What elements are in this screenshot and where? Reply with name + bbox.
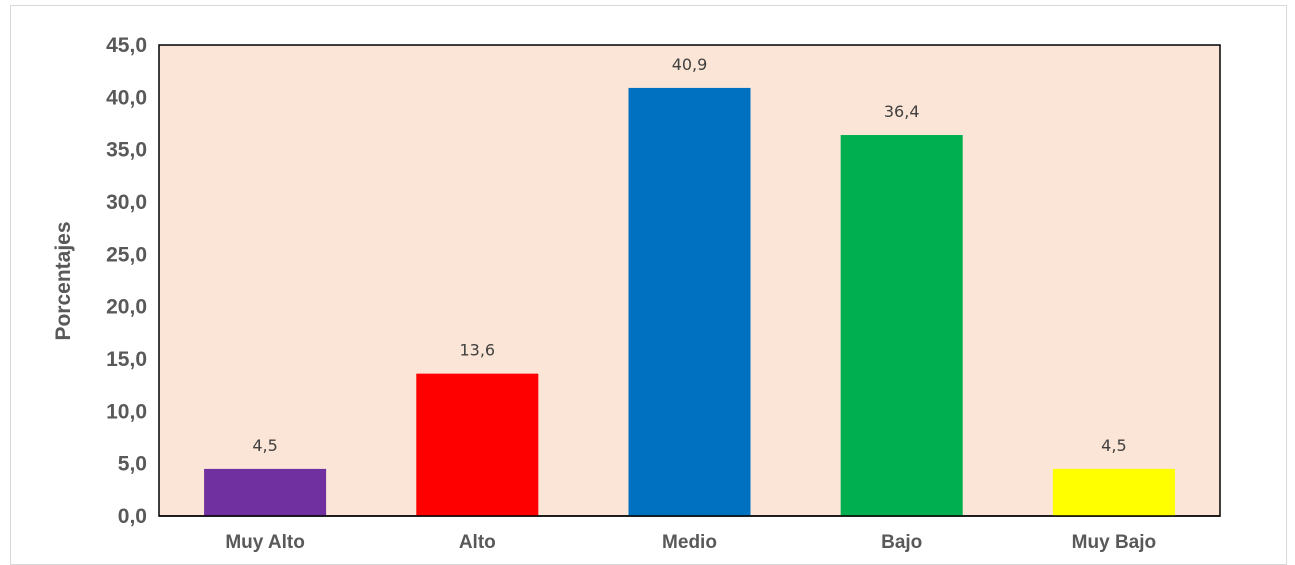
bars-layer: 4,5 13,6 40,9 36,4 4,5 <box>204 55 1175 516</box>
y-tick-label: 45,0 <box>106 34 147 57</box>
y-tick-label: 15,0 <box>106 348 147 371</box>
bar <box>416 373 539 516</box>
bar-data-label: 4,5 <box>1101 436 1126 455</box>
bar-data-label: 36,4 <box>884 102 920 121</box>
x-category-label: Medio <box>662 532 717 553</box>
bar-data-label: 13,6 <box>459 341 495 360</box>
y-tick-label: 5,0 <box>118 453 147 476</box>
y-axis-ticks: 0,0 5,0 10,0 15,0 20,0 25,0 30,0 35,0 40,0 45,0 <box>106 34 147 528</box>
y-tick-label: 30,0 <box>106 191 147 214</box>
y-tick-label: 10,0 <box>106 400 147 423</box>
y-tick-label: 35,0 <box>106 139 147 162</box>
x-axis-categories: Muy Alto Alto Medio Bajo Muy Bajo <box>225 532 1156 553</box>
bar <box>204 468 327 516</box>
y-tick-label: 20,0 <box>106 296 147 319</box>
bar <box>1052 468 1175 516</box>
x-category-label: Alto <box>459 532 496 553</box>
x-category-label: Muy Alto <box>225 532 305 553</box>
y-tick-label: 0,0 <box>118 505 147 528</box>
x-category-label: Muy Bajo <box>1072 532 1156 553</box>
bar-data-label: 4,5 <box>252 436 277 455</box>
bar <box>840 135 963 516</box>
bar <box>628 87 751 516</box>
y-axis-title: Porcentajes <box>52 221 75 340</box>
bar-data-label: 40,9 <box>672 55 708 74</box>
y-tick-label: 40,0 <box>106 86 147 109</box>
y-tick-label: 25,0 <box>106 243 147 266</box>
x-category-label: Bajo <box>881 532 922 553</box>
